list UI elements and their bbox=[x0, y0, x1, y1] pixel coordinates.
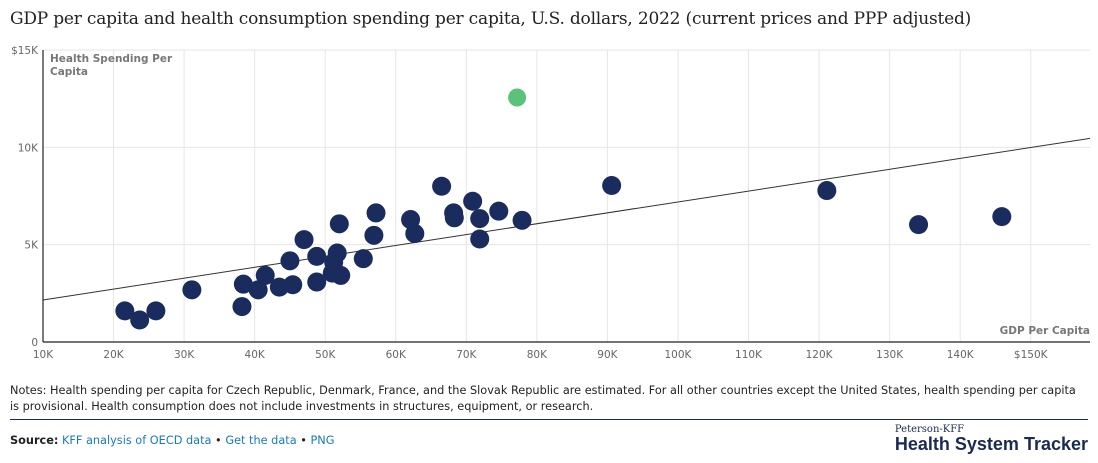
x-tick-label: 10K bbox=[33, 349, 54, 361]
divider bbox=[10, 419, 1088, 420]
x-tick-label: 80K bbox=[527, 349, 548, 361]
country-point bbox=[307, 246, 327, 266]
country-point bbox=[146, 301, 166, 321]
separator: • bbox=[215, 434, 222, 447]
country-point bbox=[130, 310, 150, 330]
x-tick-label: 40K bbox=[245, 349, 266, 361]
source-label: Source: bbox=[10, 434, 59, 447]
country-point bbox=[294, 230, 314, 250]
logo-small-text: Peterson-KFF bbox=[894, 424, 965, 435]
country-point bbox=[470, 209, 490, 229]
y-tick-label: $15K bbox=[11, 45, 39, 57]
y-axis-label: Health Spending Per Capita bbox=[50, 53, 173, 78]
logo: Peterson-KFF Health System Tracker bbox=[895, 424, 1088, 453]
logo-big-text: Health System Tracker bbox=[894, 434, 1088, 454]
oecd-data-link[interactable]: KFF analysis of OECD data bbox=[61, 434, 212, 447]
country-point bbox=[992, 207, 1012, 227]
country-point bbox=[248, 280, 268, 300]
x-tick-label: 130K bbox=[876, 349, 904, 361]
x-tick-label: $150K bbox=[1014, 349, 1049, 361]
country-point bbox=[115, 301, 135, 321]
get-data-link[interactable]: Get the data bbox=[225, 434, 297, 447]
y-tick-label: 10K bbox=[18, 142, 39, 154]
x-tick-label: 50K bbox=[315, 349, 336, 361]
trend-line bbox=[42, 137, 1091, 301]
x-axis-label: GDP Per Capita bbox=[1000, 325, 1090, 337]
y-tick-label: 5K bbox=[24, 240, 39, 252]
separator: • bbox=[300, 434, 307, 447]
x-tick-label: 60K bbox=[386, 349, 407, 361]
country-point bbox=[283, 275, 303, 295]
country-point bbox=[444, 208, 464, 228]
country-point bbox=[489, 201, 509, 221]
country-point bbox=[463, 191, 483, 211]
x-tick-label: 110K bbox=[735, 349, 763, 361]
x-tick-label: 100K bbox=[665, 349, 693, 361]
country-point bbox=[232, 297, 252, 317]
country-point bbox=[909, 215, 929, 235]
country-point bbox=[307, 272, 327, 292]
x-tick-label: 140K bbox=[947, 349, 975, 361]
country-point bbox=[470, 229, 490, 249]
country-point bbox=[364, 225, 384, 245]
country-point bbox=[602, 175, 622, 195]
country-point bbox=[405, 224, 425, 244]
x-tick-label: 90K bbox=[597, 349, 618, 361]
x-tick-label: 30K bbox=[174, 349, 195, 361]
scatter-chart: 10K 20K 30K 40K 50K 60K 70K 80K 90K 100K 110K 120K 1… bbox=[11, 45, 1091, 361]
x-tick-label: 70K bbox=[456, 349, 477, 361]
chart-notes: Notes: Health spending per capita for Cz… bbox=[10, 384, 1076, 413]
country-point bbox=[331, 265, 351, 285]
us-point bbox=[508, 88, 527, 107]
country-point bbox=[512, 210, 532, 230]
country-point bbox=[366, 203, 386, 223]
x-tick-label: 20K bbox=[103, 349, 124, 361]
country-point bbox=[432, 176, 452, 196]
country-point bbox=[233, 274, 253, 294]
country-point bbox=[353, 249, 373, 269]
country-point bbox=[255, 265, 275, 285]
y-tick-label: 0 bbox=[31, 337, 38, 349]
country-point bbox=[280, 251, 300, 271]
x-tick-label: 120K bbox=[806, 349, 834, 361]
country-point bbox=[329, 214, 349, 234]
country-point bbox=[817, 181, 837, 201]
country-point bbox=[182, 280, 202, 300]
png-link[interactable]: PNG bbox=[310, 434, 335, 447]
chart-title: GDP per capita and health consumption sp… bbox=[10, 9, 972, 29]
source-line: Source: KFF analysis of OECD data • Get … bbox=[10, 434, 335, 447]
